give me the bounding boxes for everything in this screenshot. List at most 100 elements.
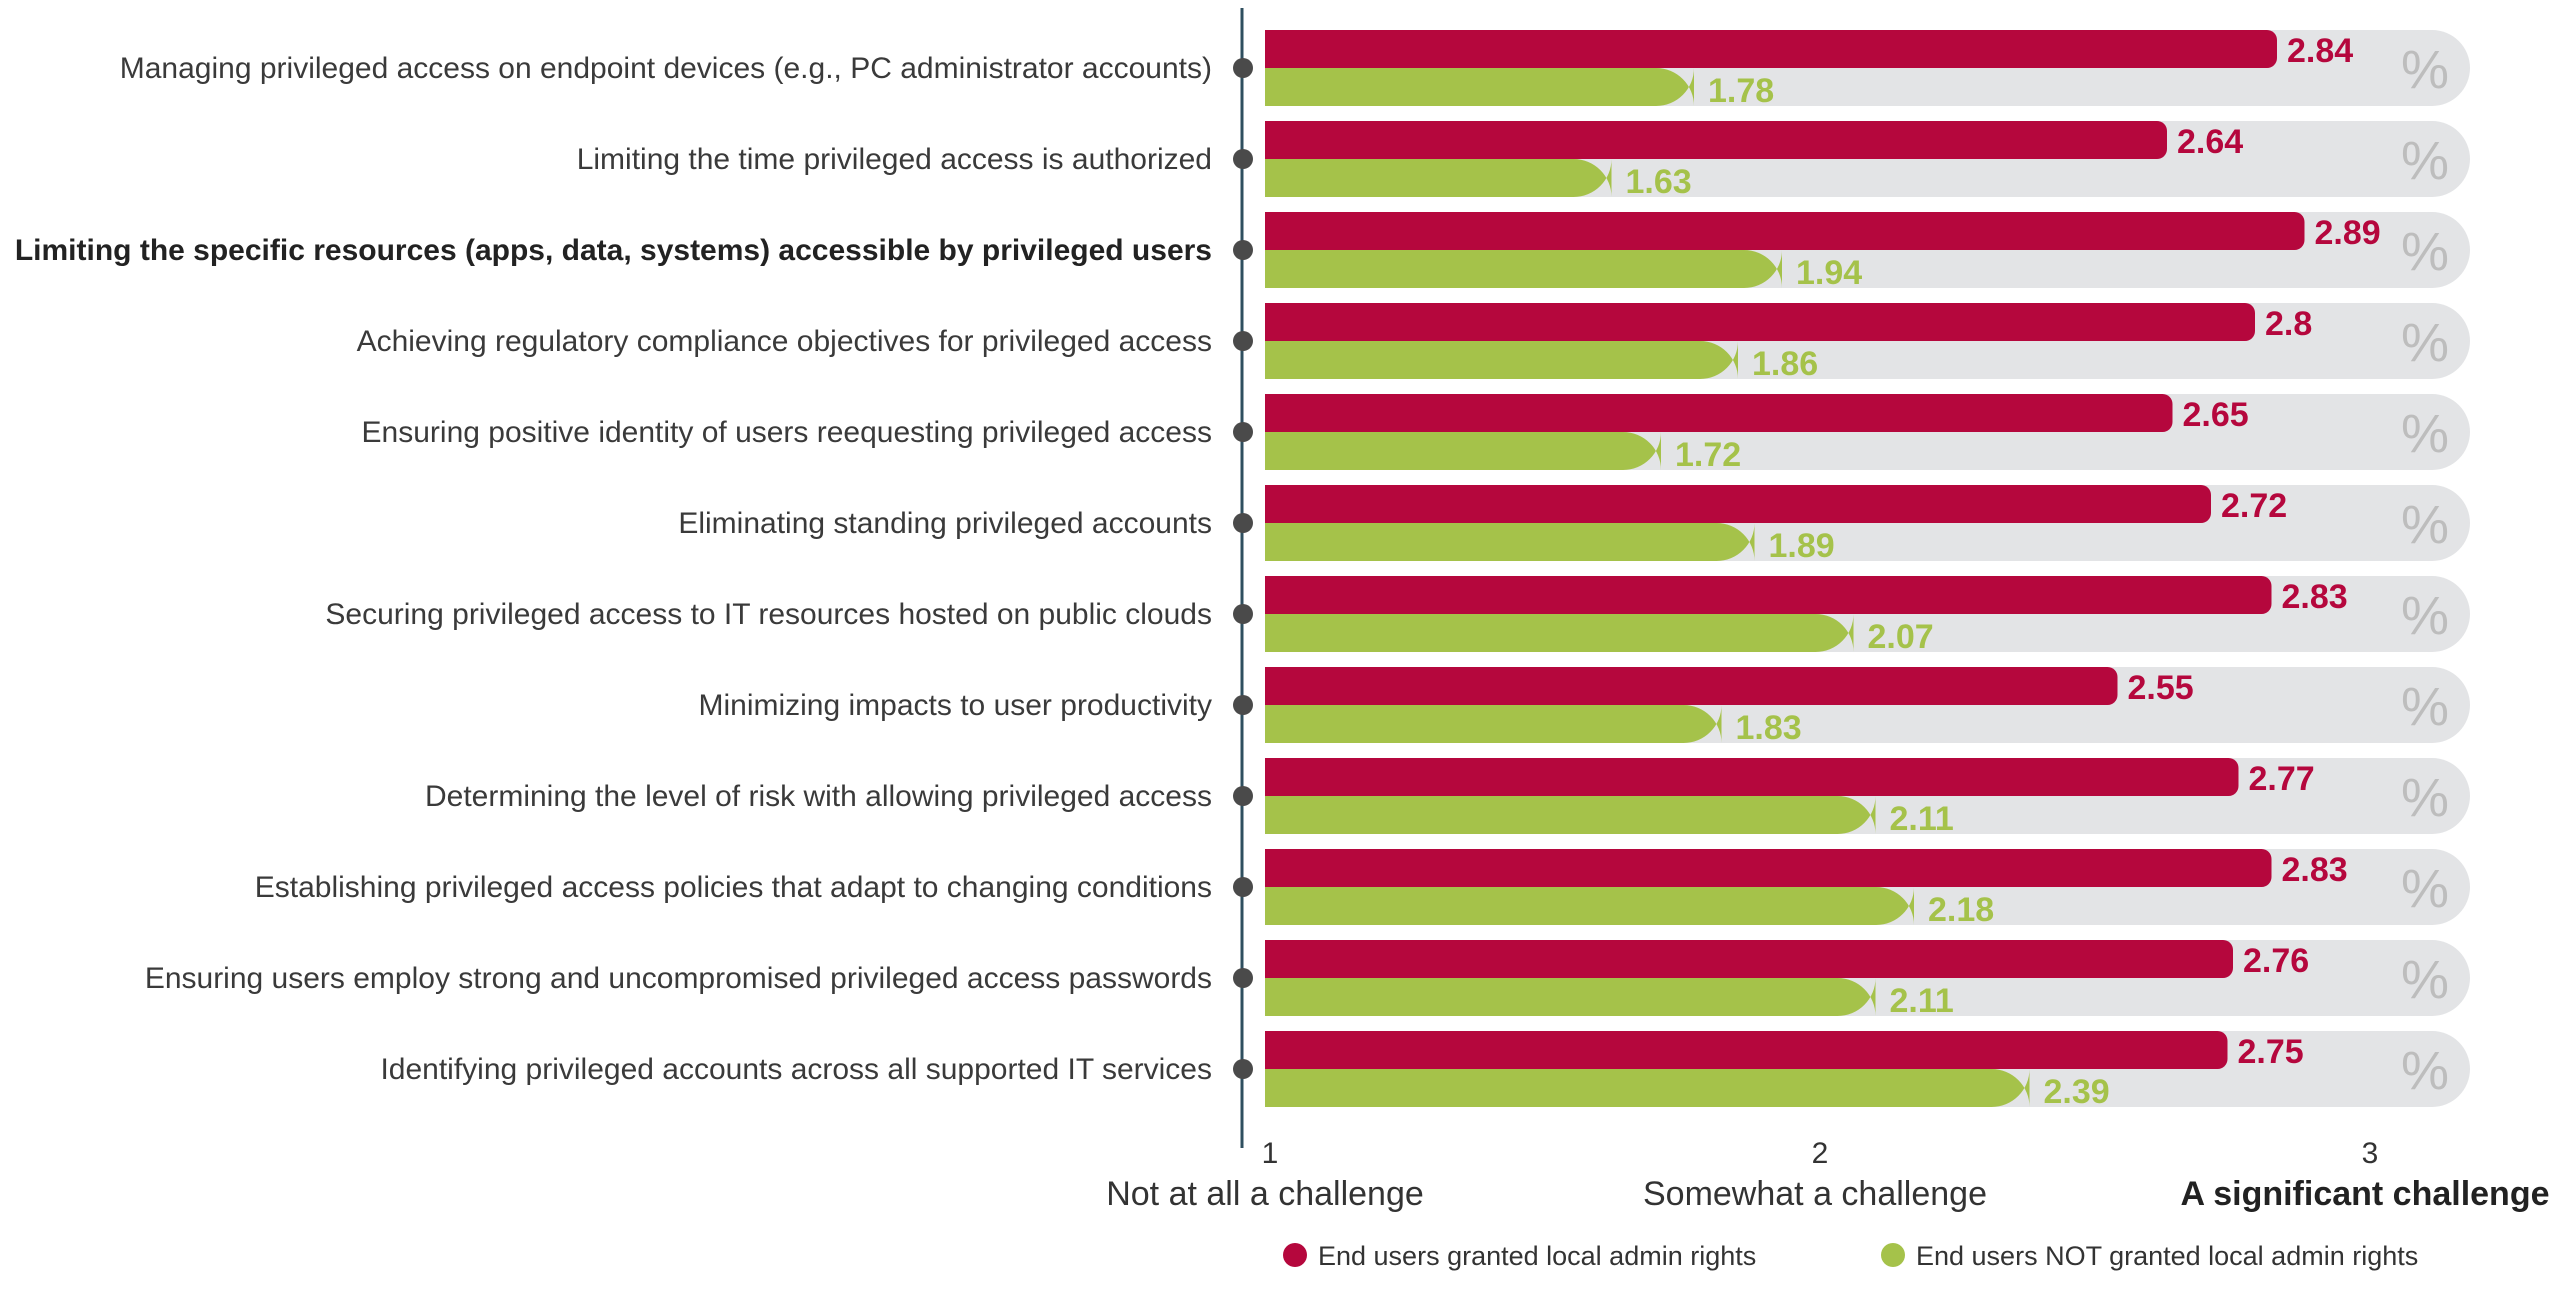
legend-swatch-no-admin <box>1881 1243 1905 1267</box>
value-label-no-admin: 2.11 <box>1890 982 1954 1020</box>
value-label-no-admin: 1.63 <box>1626 163 1692 201</box>
bar-admin-rights <box>1265 121 2167 159</box>
axis-dot <box>1233 877 1253 897</box>
axis-dot <box>1233 331 1253 351</box>
bar-no-admin-rights <box>1265 432 1661 470</box>
category-label: Minimizing impacts to user productivity <box>698 689 1212 722</box>
value-label-no-admin: 2.07 <box>1868 618 1934 656</box>
x-tick-label: A significant challenge <box>2180 1175 2549 1213</box>
bar-no-admin-rights <box>1265 159 1612 197</box>
axis-dot <box>1233 149 1253 169</box>
bar-no-admin-rights <box>1265 1069 2030 1107</box>
category-label: Ensuring users employ strong and uncompr… <box>145 962 1212 995</box>
category-label: Identifying privileged accounts across a… <box>380 1053 1212 1086</box>
category-labels: Managing privileged access on endpoint d… <box>15 52 1212 1086</box>
legend-swatch-admin <box>1283 1243 1307 1267</box>
axis-dot <box>1233 786 1253 806</box>
value-label-no-admin: 1.89 <box>1769 527 1835 565</box>
category-label: Determining the level of risk with allow… <box>425 780 1212 813</box>
value-label-admin: 2.65 <box>2183 396 2249 434</box>
percent-icon: % <box>2401 677 2449 737</box>
percent-icon: % <box>2401 131 2449 191</box>
percent-icon: % <box>2401 859 2449 919</box>
value-labels: % 2.84 1.78% 2.64 1.63% 2.89 1.94% 2.8 1.86% 2.65… <box>1626 32 2450 1111</box>
value-label-admin: 2.8 <box>2265 305 2312 343</box>
value-label-admin: 2.77 <box>2249 760 2315 798</box>
bar-admin-rights <box>1265 394 2173 432</box>
legend: End users granted local admin rights End … <box>1283 1241 2418 1271</box>
axis-dot <box>1233 968 1253 988</box>
value-label-admin: 2.76 <box>2243 942 2309 980</box>
category-label: Achieving regulatory compliance objectiv… <box>357 325 1212 358</box>
bar-admin-rights <box>1265 30 2277 68</box>
bar-admin-rights <box>1265 485 2211 523</box>
value-label-no-admin: 1.83 <box>1736 709 1802 747</box>
bar-no-admin-rights <box>1265 978 1876 1016</box>
axis-dot <box>1233 422 1253 442</box>
axis-dot <box>1233 513 1253 533</box>
bar-no-admin-rights <box>1265 887 1914 925</box>
percent-icon: % <box>2401 495 2449 555</box>
percent-icon: % <box>2401 222 2449 282</box>
value-label-admin: 2.89 <box>2315 214 2381 252</box>
x-tick-number: 1 <box>1262 1137 1279 1170</box>
x-tick-number: 3 <box>2362 1137 2379 1170</box>
category-label: Managing privileged access on endpoint d… <box>120 52 1212 85</box>
value-label-admin: 2.64 <box>2177 123 2243 161</box>
bar-no-admin-rights <box>1265 250 1782 288</box>
value-label-admin: 2.83 <box>2282 578 2348 616</box>
category-label: Ensuring positive identity of users reeq… <box>362 416 1212 449</box>
bar-no-admin-rights <box>1265 341 1738 379</box>
category-label: Limiting the specific resources (apps, d… <box>15 234 1212 267</box>
bar-no-admin-rights <box>1265 705 1722 743</box>
percent-icon: % <box>2401 1041 2449 1101</box>
bar-admin-rights <box>1265 1031 2228 1069</box>
bar-no-admin-rights <box>1265 614 1854 652</box>
percent-icon: % <box>2401 768 2449 828</box>
axis-dot <box>1233 695 1253 715</box>
bar-admin-rights <box>1265 758 2239 796</box>
axis-dot <box>1233 1059 1253 1079</box>
value-label-no-admin: 1.94 <box>1796 254 1862 292</box>
bar-admin-rights <box>1265 849 2272 887</box>
category-label: Eliminating standing privileged accounts <box>678 507 1212 540</box>
category-label: Securing privileged access to IT resourc… <box>325 598 1212 631</box>
percent-icon: % <box>2401 313 2449 373</box>
category-label: Limiting the time privileged access is a… <box>577 143 1212 176</box>
bar-no-admin-rights <box>1265 796 1876 834</box>
axis-dot <box>1233 58 1253 78</box>
value-label-admin: 2.84 <box>2287 32 2353 70</box>
bar-admin-rights <box>1265 212 2305 250</box>
axis-dot <box>1233 604 1253 624</box>
bars <box>1265 30 2305 1107</box>
value-label-admin: 2.72 <box>2221 487 2287 525</box>
value-label-no-admin: 2.11 <box>1890 800 1954 838</box>
value-label-admin: 2.75 <box>2238 1033 2304 1071</box>
bar-admin-rights <box>1265 667 2118 705</box>
bar-no-admin-rights <box>1265 68 1694 106</box>
bar-admin-rights <box>1265 576 2272 614</box>
x-tick-label: Somewhat a challenge <box>1643 1175 1987 1213</box>
axis-dots <box>1233 58 1253 1079</box>
x-tick-label: Not at all a challenge <box>1106 1175 1424 1213</box>
percent-icon: % <box>2401 586 2449 646</box>
value-label-no-admin: 1.78 <box>1708 72 1774 110</box>
value-label-admin: 2.83 <box>2282 851 2348 889</box>
bar-no-admin-rights <box>1265 523 1755 561</box>
category-label: Establishing privileged access policies … <box>255 871 1212 904</box>
legend-label-admin: End users granted local admin rights <box>1318 1241 1756 1271</box>
x-axis: 1 Not at all a challenge 2 Somewhat a chall… <box>1106 1130 2550 1213</box>
bar-admin-rights <box>1265 940 2233 978</box>
legend-label-no-admin: End users NOT granted local admin rights <box>1916 1241 2418 1271</box>
axis-dot <box>1233 240 1253 260</box>
value-label-admin: 2.55 <box>2128 669 2194 707</box>
bar-admin-rights <box>1265 303 2255 341</box>
value-label-no-admin: 1.72 <box>1675 436 1741 474</box>
percent-icon: % <box>2401 40 2449 100</box>
value-label-no-admin: 2.39 <box>2044 1073 2110 1111</box>
percent-icon: % <box>2401 404 2449 464</box>
percent-icon: % <box>2401 950 2449 1010</box>
x-tick-number: 2 <box>1812 1137 1829 1170</box>
value-label-no-admin: 1.86 <box>1752 345 1818 383</box>
